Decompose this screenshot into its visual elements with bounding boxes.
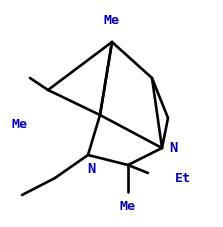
Text: N: N (169, 141, 177, 155)
Text: Me: Me (12, 118, 28, 131)
Text: N: N (87, 162, 95, 176)
Text: Me: Me (120, 200, 136, 213)
Text: Me: Me (104, 14, 120, 27)
Text: Et: Et (175, 172, 191, 185)
